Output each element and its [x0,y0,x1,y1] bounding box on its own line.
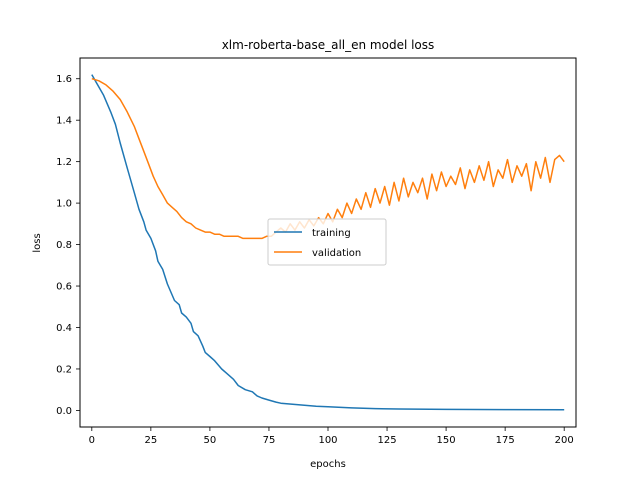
x-tick-label: 75 [263,435,276,446]
y-tick-label: 1.4 [56,116,72,127]
x-tick-label: 150 [437,435,456,446]
y-tick-label: 0.2 [56,364,72,375]
x-axis: 0 25 50 75 100 125 150 175 200 [89,427,574,446]
x-tick-label: 0 [89,435,95,446]
series-line-validation [91,77,565,240]
y-tick-label: 1.0 [56,199,72,210]
y-tick-label: 0.8 [56,240,72,251]
y-tick-label: 0.0 [56,406,72,417]
x-tick-label: 50 [204,435,217,446]
x-tick-label: 25 [144,435,157,446]
y-axis-label: loss [32,233,43,252]
x-axis-label: epochs [310,459,346,470]
series-line-training [91,74,565,411]
legend-label-training: training [312,228,351,239]
x-tick-label: 125 [378,435,397,446]
y-tick-label: 1.2 [56,157,72,168]
x-tick-label: 100 [318,435,337,446]
y-tick-label: 0.6 [56,282,72,293]
legend-box [267,218,387,266]
series-layer [91,74,565,411]
y-axis: 0.0 0.2 0.4 0.6 0.8 1.0 1.2 1.4 1.6 [56,74,80,417]
legend-label-validation: validation [312,248,361,259]
y-tick-label: 1.6 [56,74,72,85]
x-tick-label: 200 [555,435,574,446]
y-tick-label: 0.4 [56,323,72,334]
x-tick-label: 175 [496,435,515,446]
legend: training validation [267,218,387,266]
chart-title: xlm-roberta-base_all_en model loss [222,38,435,52]
